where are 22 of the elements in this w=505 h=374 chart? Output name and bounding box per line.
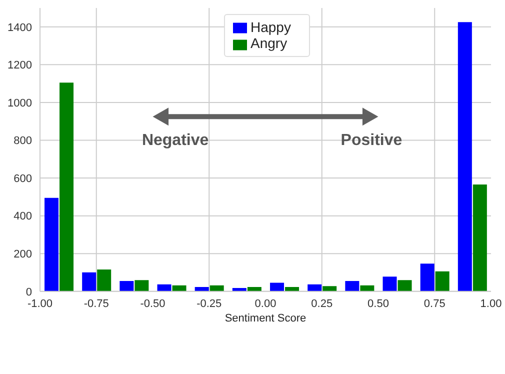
x-tick-label: -0.50 <box>140 298 166 310</box>
x-tick-label: 0.25 <box>311 298 333 310</box>
x-tick-label: -1.00 <box>27 298 53 310</box>
y-tick-label: 600 <box>14 172 32 185</box>
x-tick-label: 1.00 <box>480 298 502 310</box>
y-tick-label: 200 <box>14 248 32 261</box>
x-tick-label: 0.75 <box>424 298 446 310</box>
x-tick-label: -0.75 <box>84 298 109 310</box>
annotation: Positive <box>340 132 402 149</box>
y-tick-label: 1200 <box>8 60 32 72</box>
x-axis-title: Sentiment Score <box>224 312 306 324</box>
y-tick-label: 0 <box>26 286 32 298</box>
legend-label: Happy <box>250 19 291 35</box>
x-tick-label: -0.25 <box>196 298 222 310</box>
x-tick-label: 0.50 <box>368 298 389 310</box>
y-tick-label: 1000 <box>8 97 32 110</box>
y-tick-label: 400 <box>14 210 32 223</box>
annotation: Negative <box>142 132 209 149</box>
legend-label: Angry <box>250 35 288 52</box>
y-tick-label: 800 <box>14 135 32 148</box>
y-tick-label: 1400 <box>8 22 32 34</box>
x-tick-label: 0.00 <box>254 298 276 310</box>
